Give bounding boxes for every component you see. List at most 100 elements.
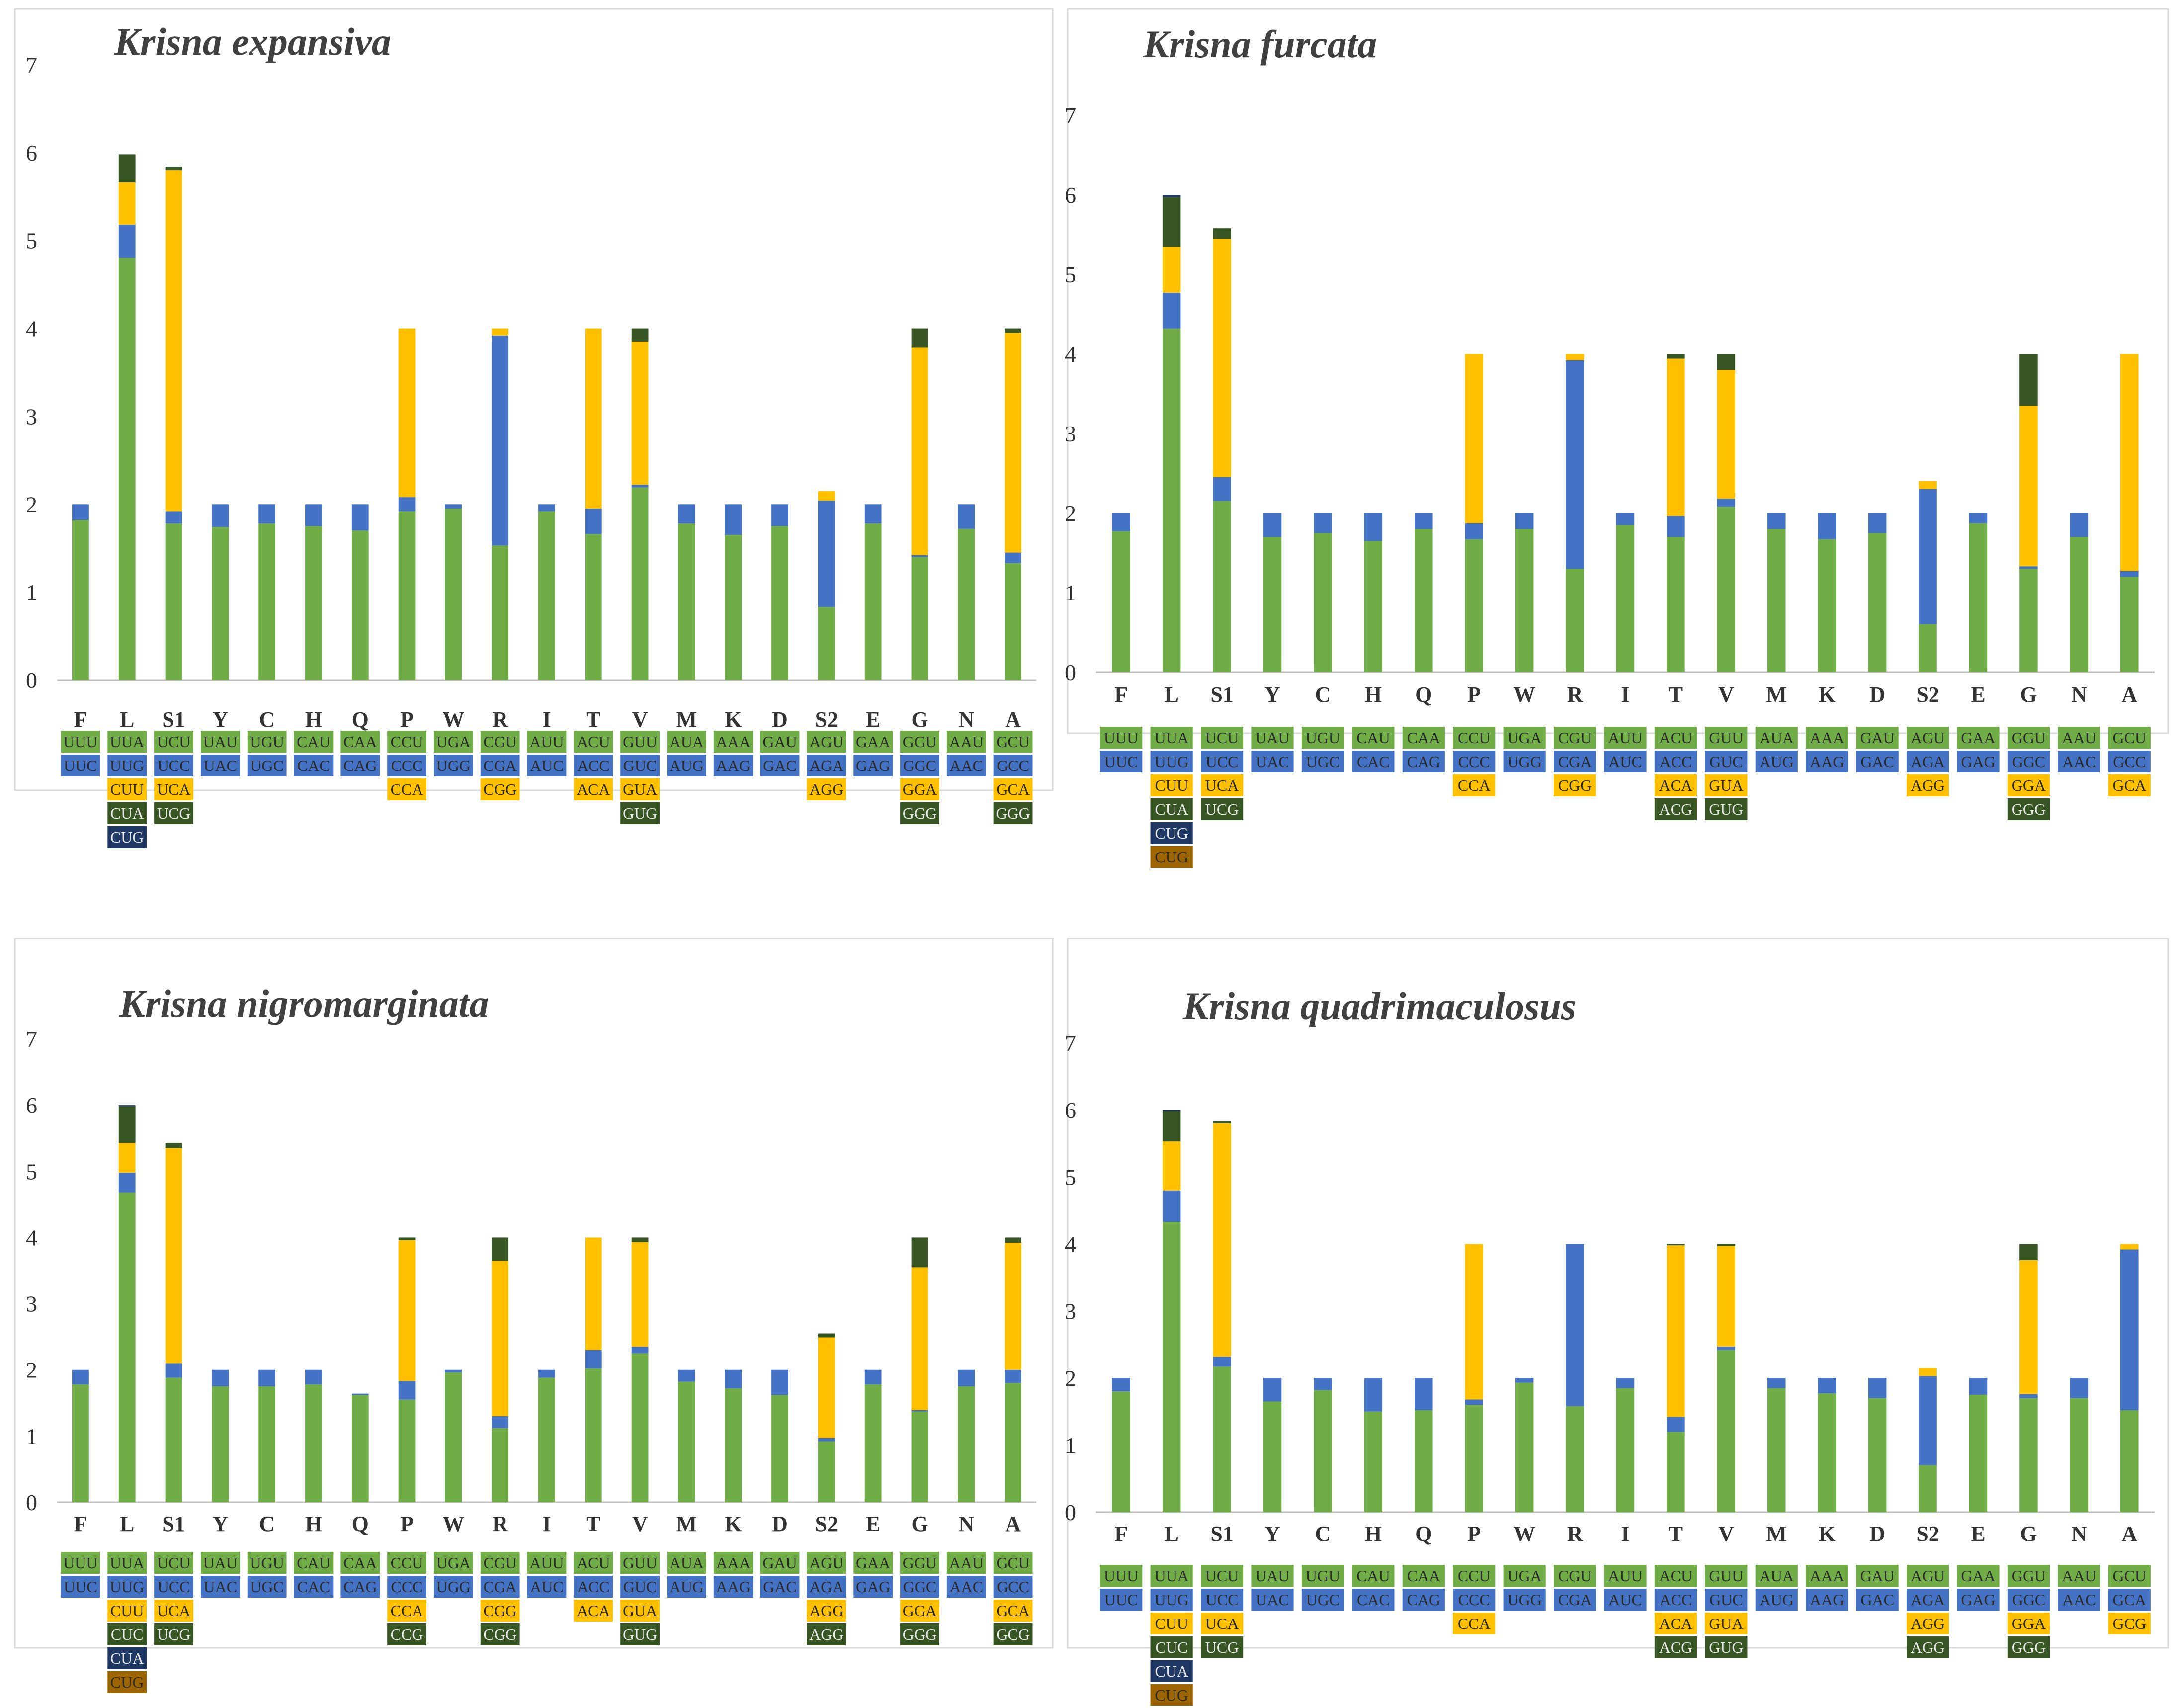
codon-box bbox=[1957, 751, 2000, 772]
codon-box bbox=[1755, 727, 1798, 749]
codon-box bbox=[247, 755, 287, 776]
bar-segment-N-2 bbox=[2070, 1378, 2089, 1398]
codon-box bbox=[1553, 751, 1596, 772]
bar-segment-A-4 bbox=[1005, 328, 1021, 333]
codon-box bbox=[1402, 751, 1445, 772]
codon-label: GGU bbox=[2012, 729, 2046, 747]
codon-label: AUU bbox=[1608, 729, 1642, 747]
codon-label: GCA bbox=[2113, 1591, 2147, 1609]
bar-segment-S1-4 bbox=[165, 167, 182, 171]
bar-segment-I-2 bbox=[538, 504, 555, 512]
bar-segment-L-4 bbox=[118, 1106, 136, 1143]
bar-segment-P-2 bbox=[1465, 523, 1483, 539]
codon-label: CUC bbox=[1155, 1638, 1188, 1656]
codon-label: GGC bbox=[2012, 1591, 2046, 1609]
codon-label: CAG bbox=[343, 1578, 377, 1596]
y-tick-label: 4 bbox=[1065, 1232, 1076, 1257]
codon-box bbox=[1453, 774, 1496, 796]
bar-segment-S1-1 bbox=[1213, 1366, 1231, 1512]
codon-box bbox=[574, 778, 613, 800]
y-tick-label: 7 bbox=[26, 52, 37, 78]
codon-label: UGU bbox=[250, 733, 284, 751]
x-tick-label: E bbox=[1971, 1522, 1985, 1546]
x-tick-label: I bbox=[1621, 1522, 1629, 1546]
codon-label: AAG bbox=[716, 1578, 751, 1596]
codon-box bbox=[107, 826, 147, 848]
codon-box bbox=[340, 755, 380, 776]
codon-label: UCC bbox=[1206, 753, 1239, 770]
bar-segment-G-4 bbox=[911, 328, 928, 348]
codon-label: UCU bbox=[157, 733, 191, 751]
x-tick-label: A bbox=[1005, 707, 1021, 732]
codon-label: UCC bbox=[158, 1578, 190, 1596]
codon-label: AUU bbox=[1608, 1567, 1642, 1585]
bar-segment-R-1 bbox=[1566, 1406, 1584, 1512]
codon-label: GAG bbox=[1961, 753, 1995, 770]
bar-segment-M-1 bbox=[1767, 1388, 1786, 1512]
codon-box bbox=[1806, 1565, 1848, 1587]
bar-segment-S1-4 bbox=[1213, 228, 1231, 239]
codon-box bbox=[1906, 751, 1949, 772]
bar-segment-G-3 bbox=[2019, 1260, 2038, 1394]
bar-segment-V-2 bbox=[631, 1347, 649, 1354]
codon-box bbox=[107, 802, 147, 824]
codon-box bbox=[527, 755, 567, 776]
bar-segment-K-2 bbox=[725, 504, 742, 535]
codon-label: ACA bbox=[1659, 776, 1693, 794]
bar-segment-S1-3 bbox=[1213, 239, 1231, 477]
codon-label: GAU bbox=[762, 733, 797, 751]
chart-title: Krisna quadrimaculosus bbox=[1182, 984, 1576, 1027]
bar-segment-N-2 bbox=[958, 504, 975, 529]
codon-box bbox=[807, 1552, 846, 1574]
bar-segment-D-1 bbox=[1868, 533, 1887, 672]
codon-label: AGU bbox=[809, 1554, 843, 1572]
codon-box bbox=[900, 1576, 939, 1598]
bar-segment-M-1 bbox=[678, 523, 695, 680]
codon-box bbox=[993, 731, 1033, 753]
codon-box bbox=[667, 1576, 706, 1598]
codon-label: CGA bbox=[1558, 753, 1592, 770]
codon-box bbox=[1755, 1565, 1798, 1587]
panel-frame bbox=[14, 938, 1054, 1649]
panel-frame bbox=[14, 8, 1054, 791]
codon-box bbox=[1100, 727, 1143, 749]
codon-label: GGU bbox=[903, 733, 937, 751]
codon-box bbox=[900, 1623, 939, 1645]
x-tick-label: R bbox=[1567, 1522, 1584, 1546]
x-tick-label: Q bbox=[1415, 683, 1432, 707]
codon-label: CGG bbox=[483, 1602, 517, 1620]
bar-segment-E-2 bbox=[1969, 1378, 1988, 1395]
codon-box bbox=[1755, 751, 1798, 772]
codon-box bbox=[1856, 1589, 1899, 1611]
bar-segment-L-2 bbox=[118, 224, 136, 258]
codon-label: GUU bbox=[1709, 1567, 1743, 1585]
bar-segment-G-2 bbox=[911, 555, 928, 557]
codon-box bbox=[946, 731, 986, 753]
codon-label: GGC bbox=[903, 757, 937, 774]
codon-box bbox=[1453, 1613, 1496, 1634]
x-tick-label: V bbox=[1718, 1522, 1734, 1546]
codon-label: AUG bbox=[1760, 753, 1794, 770]
codon-label: UUG bbox=[1154, 753, 1188, 770]
bar-segment-Y-1 bbox=[1263, 537, 1282, 672]
bar-segment-S2-3 bbox=[818, 1337, 835, 1438]
codon-box bbox=[1200, 774, 1244, 796]
codon-box bbox=[1150, 751, 1193, 772]
codon-box bbox=[527, 731, 567, 753]
x-tick-label: V bbox=[632, 1512, 648, 1536]
codon-box bbox=[667, 1552, 706, 1574]
bar-segment-A-1 bbox=[2120, 577, 2139, 672]
codon-box bbox=[993, 778, 1033, 800]
codon-box bbox=[1453, 1589, 1496, 1611]
bar-segment-A-3 bbox=[1005, 333, 1021, 553]
codon-box bbox=[1654, 774, 1697, 796]
x-tick-label: K bbox=[1819, 683, 1836, 707]
bar-segment-L-3 bbox=[1162, 1141, 1181, 1191]
codon-box bbox=[946, 1552, 986, 1574]
y-tick-label: 5 bbox=[26, 1159, 37, 1184]
x-tick-label: T bbox=[1669, 1522, 1683, 1546]
bar-segment-H-2 bbox=[305, 504, 322, 526]
codon-label: GAU bbox=[1860, 1567, 1894, 1585]
codon-label: UUC bbox=[1104, 753, 1138, 770]
x-tick-label: A bbox=[2121, 1522, 2137, 1546]
